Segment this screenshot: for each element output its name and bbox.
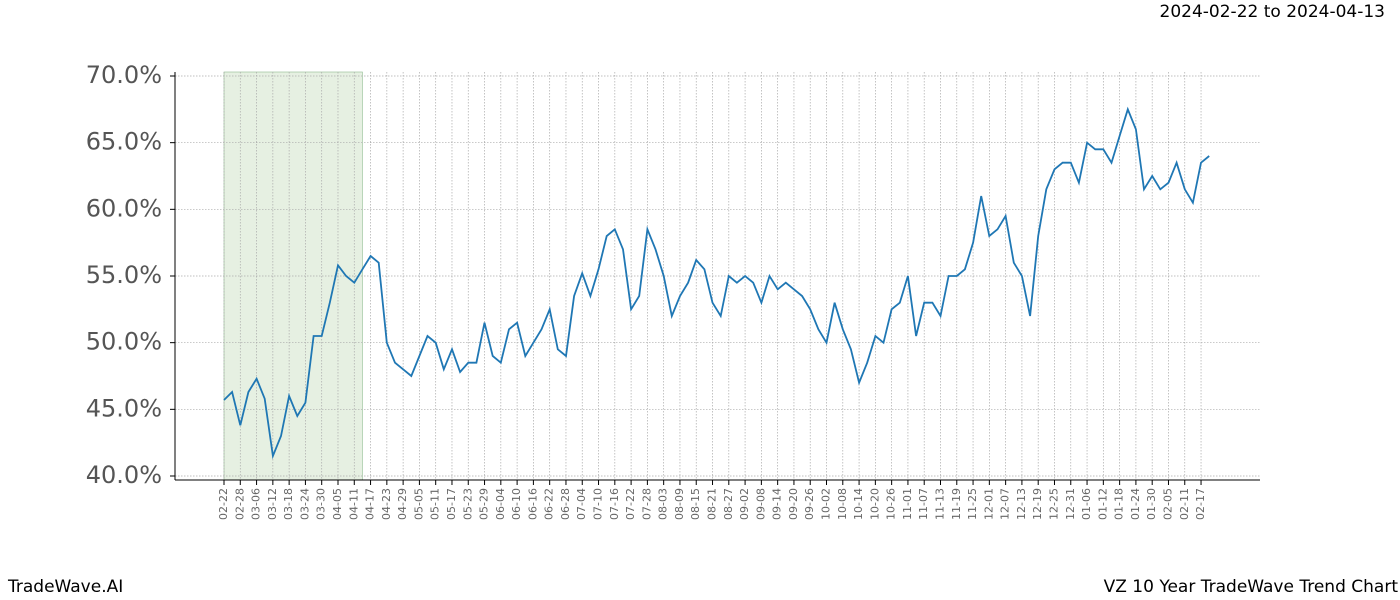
x-tick-label: 10-26	[885, 488, 898, 520]
brand: TradeWave.AI	[7, 577, 123, 597]
x-tick-label: 04-11	[347, 488, 360, 520]
x-tick-label: 01-06	[1080, 488, 1093, 520]
x-tick-label: 07-04	[575, 488, 588, 520]
x-tick-label: 06-04	[494, 488, 507, 520]
x-tick-label: 04-05	[331, 488, 344, 520]
x-tick-label: 09-08	[754, 488, 767, 520]
x-tick-label: 05-23	[461, 488, 474, 520]
x-tick-label: 12-01	[982, 488, 995, 520]
x-tick-label: 10-20	[868, 488, 881, 520]
x-tick-label: 08-27	[722, 488, 735, 520]
date-range: 2024-02-22 to 2024-04-13	[1160, 2, 1385, 22]
x-tick-label: 06-16	[526, 488, 539, 520]
y-tick-label: 50.0%	[86, 328, 162, 356]
x-tick-label: 10-02	[820, 488, 833, 520]
x-tick-label: 11-25	[966, 488, 979, 520]
trend-line	[223, 106, 1210, 460]
y-tick-label: 60.0%	[86, 194, 162, 222]
x-tick-label: 09-14	[771, 488, 784, 520]
x-tick-label: 05-17	[445, 488, 458, 520]
x-tick-label: 09-26	[803, 488, 816, 520]
x-tick-label: 03-12	[266, 488, 279, 520]
y-tick-label: 45.0%	[86, 394, 162, 422]
x-tick-label: 07-10	[592, 488, 605, 520]
x-tick-label: 11-07	[917, 488, 930, 520]
x-tick-label: 05-29	[478, 488, 491, 520]
x-tick-label: 03-18	[282, 488, 295, 520]
x-tick-label: 05-05	[412, 488, 425, 520]
chart-caption: VZ 10 Year TradeWave Trend Chart	[1104, 577, 1399, 597]
y-tick-label: 65.0%	[86, 128, 162, 156]
x-tick-label: 02-05	[1161, 488, 1174, 520]
x-tick-label: 08-21	[706, 488, 719, 520]
x-tick-label: 10-08	[836, 488, 849, 520]
x-tick-label: 09-20	[787, 488, 800, 520]
x-tick-label: 03-30	[315, 488, 328, 520]
x-tick-label: 06-22	[543, 488, 556, 520]
y-tick-label: 70.0%	[86, 61, 162, 89]
x-tick-label: 02-28	[233, 488, 246, 520]
x-tick-label: 03-06	[250, 488, 263, 520]
x-tick-label: 07-22	[624, 488, 637, 520]
x-tick-label: 07-28	[640, 488, 653, 520]
x-tick-label: 01-12	[1096, 488, 1109, 520]
y-tick-label: 55.0%	[86, 261, 162, 289]
x-tick-label: 06-10	[510, 488, 523, 520]
x-tick-label: 12-07	[999, 488, 1012, 520]
x-tick-label: 09-02	[738, 488, 751, 520]
x-tick-label: 12-19	[1031, 488, 1044, 520]
x-tick-label: 10-14	[852, 488, 865, 520]
x-tick-label: 08-15	[689, 488, 702, 520]
x-tick-label: 12-25	[1047, 488, 1060, 520]
x-tick-label: 08-03	[657, 488, 670, 520]
x-tick-label: 08-09	[673, 488, 686, 520]
x-tick-label: 02-22	[217, 488, 230, 520]
x-tick-label: 11-01	[901, 488, 914, 520]
x-tick-label: 06-28	[559, 488, 572, 520]
x-tick-label: 01-24	[1129, 488, 1142, 520]
x-tick-label: 05-11	[429, 488, 442, 520]
x-tick-label: 12-13	[1015, 488, 1028, 520]
x-tick-label: 03-24	[298, 488, 311, 520]
y-tick-label: 40.0%	[86, 461, 162, 489]
x-tick-label: 11-13	[933, 488, 946, 520]
x-tick-label: 07-16	[608, 488, 621, 520]
x-tick-label: 04-29	[396, 488, 409, 520]
x-tick-label: 04-23	[380, 488, 393, 520]
x-tick-label: 12-31	[1064, 488, 1077, 520]
x-tick-label: 11-19	[950, 488, 963, 520]
x-tick-label: 02-17	[1194, 488, 1207, 520]
x-tick-label: 02-11	[1178, 488, 1191, 520]
x-tick-label: 01-18	[1113, 488, 1126, 520]
x-tick-label: 01-30	[1145, 488, 1158, 520]
x-tick-label: 04-17	[364, 488, 377, 520]
